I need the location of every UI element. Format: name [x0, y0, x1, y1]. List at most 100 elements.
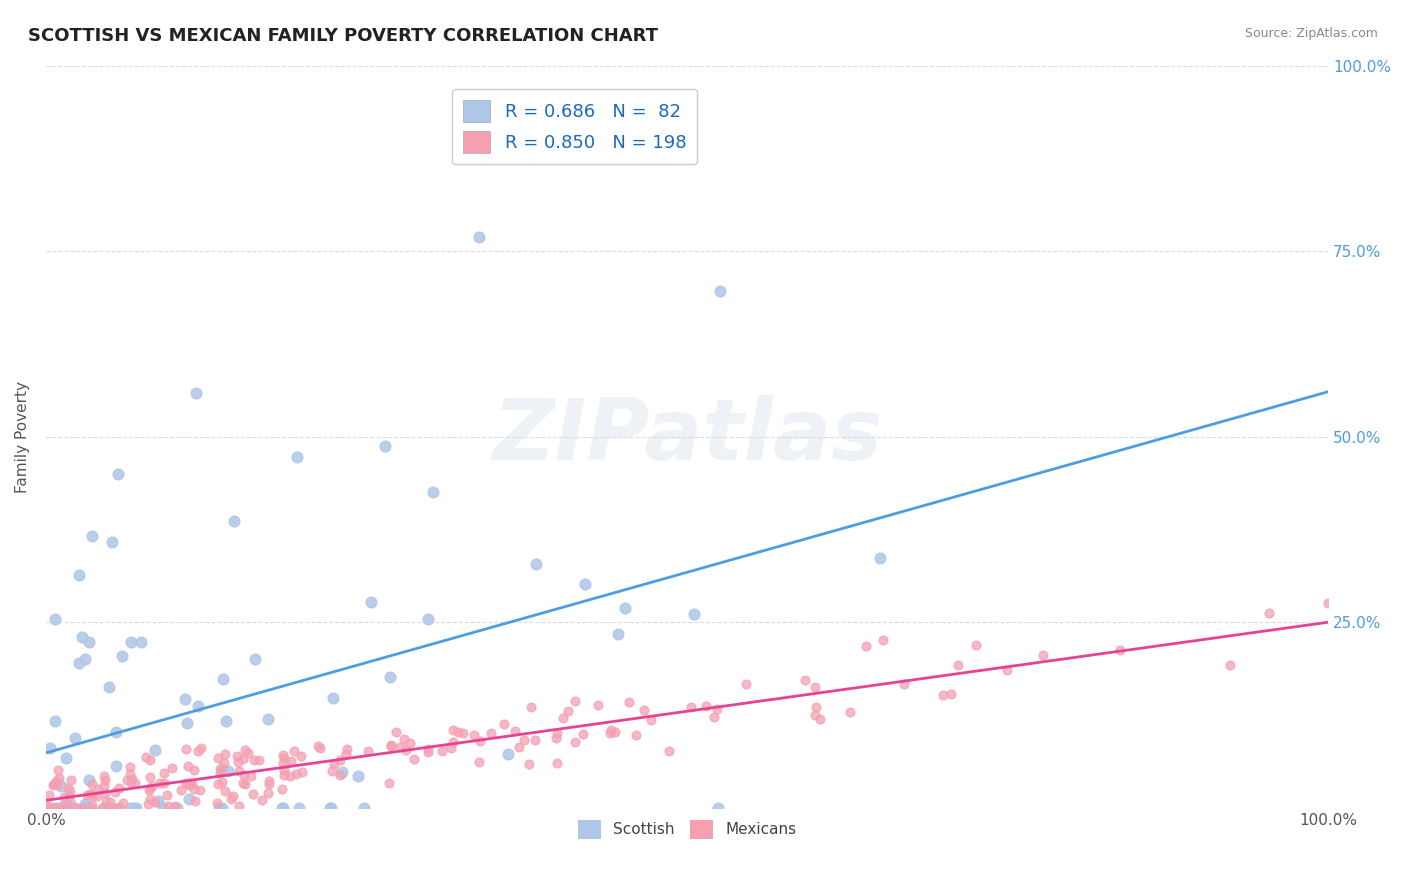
Point — [222, 515, 245, 529]
Point — [468, 229, 491, 244]
Point — [360, 595, 382, 609]
Point — [38, 788, 60, 802]
Point — [619, 695, 641, 709]
Point — [45, 773, 67, 788]
Point — [49, 801, 72, 815]
Point — [1032, 648, 1054, 663]
Point — [101, 801, 124, 815]
Point — [683, 607, 706, 621]
Point — [107, 467, 129, 481]
Point — [389, 739, 412, 754]
Point — [35, 796, 58, 810]
Point — [136, 797, 159, 812]
Point — [418, 741, 440, 756]
Point — [378, 670, 401, 684]
Point — [46, 801, 69, 815]
Point — [212, 756, 235, 771]
Point — [141, 779, 163, 793]
Point — [70, 801, 93, 815]
Point — [48, 772, 70, 786]
Point — [703, 710, 725, 724]
Point — [257, 786, 280, 800]
Point — [574, 576, 596, 591]
Point — [46, 763, 69, 777]
Text: SCOTTISH VS MEXICAN FAMILY POVERTY CORRELATION CHART: SCOTTISH VS MEXICAN FAMILY POVERTY CORRE… — [28, 27, 658, 45]
Point — [67, 568, 90, 582]
Point — [252, 792, 274, 806]
Point — [207, 751, 229, 765]
Point — [104, 725, 127, 739]
Point — [941, 687, 963, 701]
Point — [353, 801, 375, 815]
Point — [546, 756, 568, 771]
Point — [330, 764, 353, 779]
Point — [93, 801, 115, 815]
Point — [271, 801, 294, 815]
Point — [156, 789, 179, 803]
Point — [143, 742, 166, 756]
Point — [586, 698, 609, 712]
Point — [232, 768, 254, 782]
Point — [217, 764, 239, 778]
Point — [94, 786, 117, 800]
Text: ZIPatlas: ZIPatlas — [492, 395, 882, 478]
Point — [52, 800, 75, 814]
Point — [706, 702, 728, 716]
Point — [160, 761, 183, 775]
Point — [187, 744, 209, 758]
Point — [995, 663, 1018, 677]
Point — [138, 791, 160, 805]
Point — [93, 769, 115, 783]
Point — [551, 711, 574, 725]
Point — [273, 768, 295, 782]
Point — [91, 801, 114, 815]
Point — [59, 783, 82, 797]
Point — [1219, 657, 1241, 672]
Point — [932, 688, 955, 702]
Legend: Scottish, Mexicans: Scottish, Mexicans — [572, 814, 803, 845]
Point — [271, 801, 294, 815]
Point — [49, 801, 72, 815]
Point — [232, 751, 254, 765]
Point — [120, 635, 142, 649]
Point — [98, 795, 121, 809]
Point — [139, 770, 162, 784]
Point — [118, 766, 141, 780]
Point — [1109, 642, 1132, 657]
Point — [1258, 606, 1281, 620]
Point — [60, 801, 83, 815]
Point — [346, 769, 368, 783]
Point — [108, 781, 131, 796]
Point — [503, 724, 526, 739]
Point — [211, 672, 233, 686]
Point — [291, 764, 314, 779]
Point — [49, 779, 72, 793]
Point — [215, 714, 238, 728]
Point — [228, 798, 250, 813]
Point — [318, 801, 340, 815]
Point — [187, 698, 209, 713]
Point — [42, 777, 65, 791]
Point — [105, 801, 128, 815]
Point — [285, 450, 308, 464]
Point — [804, 680, 827, 694]
Point — [46, 778, 69, 792]
Point — [173, 692, 195, 706]
Point — [404, 751, 426, 765]
Point — [613, 601, 636, 615]
Point — [79, 788, 101, 802]
Point — [138, 753, 160, 767]
Point — [38, 801, 60, 815]
Point — [183, 782, 205, 797]
Point — [48, 801, 70, 815]
Point — [946, 657, 969, 672]
Point — [121, 772, 143, 787]
Point — [893, 676, 915, 690]
Point — [63, 731, 86, 746]
Point — [108, 799, 131, 814]
Point — [94, 794, 117, 808]
Point — [80, 787, 103, 801]
Point — [335, 747, 357, 761]
Point — [56, 801, 79, 815]
Point — [120, 801, 142, 815]
